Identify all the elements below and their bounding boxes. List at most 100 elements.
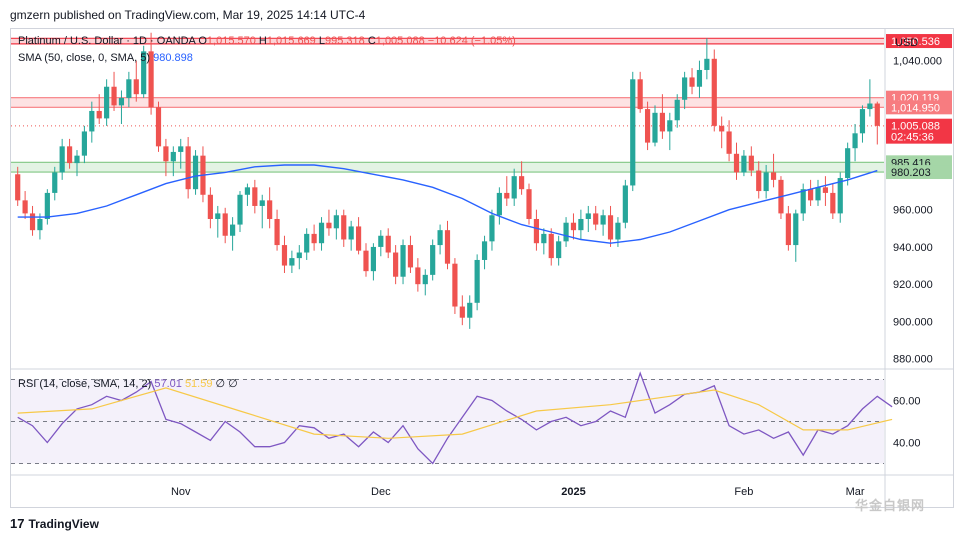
candle-body xyxy=(748,155,754,171)
candle-body xyxy=(800,189,806,214)
candle-body xyxy=(222,213,228,236)
sma-legend[interactable]: SMA (50, close, 0, SMA, 5) 980.898 xyxy=(18,52,193,64)
candle-body xyxy=(230,224,236,236)
candle-body xyxy=(37,218,43,231)
candle-body xyxy=(674,99,680,121)
candle-body xyxy=(259,200,265,206)
footer-brand[interactable]: 17 TradingView xyxy=(10,516,99,531)
price-tag-label: 02:45:36 xyxy=(891,132,934,144)
tradingview-logo-icon: 17 xyxy=(10,516,25,531)
candle-body xyxy=(341,215,347,240)
close-value: 1,005.088 xyxy=(375,35,425,47)
candle-body xyxy=(237,194,243,225)
candle-body xyxy=(711,58,717,126)
candle-body xyxy=(704,58,710,70)
candle-body xyxy=(808,189,814,201)
sma-value: 980.898 xyxy=(153,52,193,64)
candle-body xyxy=(281,245,288,266)
symbol-legend: Platinum / U.S. Dollar · 1D · OANDA O1,0… xyxy=(18,35,516,47)
candle-body xyxy=(207,194,213,219)
candle-body xyxy=(22,200,28,214)
rsi-tick-label: 60.00 xyxy=(893,396,921,408)
candle-body xyxy=(578,218,584,231)
candle-body xyxy=(496,192,502,216)
candle-body xyxy=(822,187,829,193)
candle-body xyxy=(615,222,621,240)
candle-body xyxy=(526,189,532,219)
candle-body xyxy=(770,172,777,180)
candle-body xyxy=(793,213,799,246)
zone-support xyxy=(11,162,884,173)
candle-body xyxy=(378,235,384,247)
candle-body xyxy=(533,218,540,244)
candle-body xyxy=(585,213,591,219)
candle-body xyxy=(111,86,117,106)
rsi-legend[interactable]: RSI (14, close, SMA, 14, 2) 57.01 51.59 … xyxy=(18,377,238,390)
candle-body xyxy=(659,112,665,132)
candle-body xyxy=(393,252,399,277)
price-tick-label: 900.000 xyxy=(893,316,933,328)
candle-body xyxy=(74,155,80,164)
currency-label[interactable]: USD xyxy=(895,37,919,49)
rsi-sma-line xyxy=(17,387,893,439)
time-axis-label: Nov xyxy=(171,486,191,498)
candle-body xyxy=(459,306,465,318)
sma-line xyxy=(17,164,878,244)
candle-body xyxy=(563,222,569,242)
candle-body xyxy=(304,233,310,253)
time-axis-label: 2025 xyxy=(561,486,585,498)
price-tick-label: 920.000 xyxy=(893,279,933,291)
rsi-sma-value: 51.59 xyxy=(184,378,213,390)
candle-body xyxy=(644,109,651,143)
candle-body xyxy=(630,79,636,186)
candle-body xyxy=(59,146,65,173)
candle-body xyxy=(400,245,406,277)
candle-body xyxy=(481,241,488,260)
candle-body xyxy=(452,263,458,307)
candle-body xyxy=(489,215,495,242)
candle-body xyxy=(682,77,688,100)
candle-body xyxy=(244,187,251,195)
candle-body xyxy=(474,259,480,303)
candle-body xyxy=(118,97,125,106)
low-label: L xyxy=(318,35,325,47)
publisher-line: gmzern published on TradingView.com, Mar… xyxy=(10,8,366,22)
candle-body xyxy=(333,215,339,229)
candle-body xyxy=(29,213,36,231)
time-axis-label: Feb xyxy=(734,486,753,498)
candle-body xyxy=(104,86,110,119)
candle-body xyxy=(667,120,673,132)
chart-frame xyxy=(10,28,954,508)
price-tick-label: 940.000 xyxy=(893,242,933,254)
candle-body xyxy=(185,146,191,190)
candle-body xyxy=(355,226,362,251)
candle-body xyxy=(326,222,332,229)
candle-body xyxy=(622,185,628,223)
candle-body xyxy=(66,146,73,164)
candle-body xyxy=(733,153,740,173)
candle-body xyxy=(874,103,880,126)
candle-body xyxy=(726,131,732,154)
open-value: 1,015.570 xyxy=(206,35,256,47)
candle-body xyxy=(600,215,606,225)
candle-body xyxy=(444,230,451,264)
candle-body xyxy=(519,176,525,190)
candle-body xyxy=(274,218,280,246)
price-tag xyxy=(886,100,952,115)
price-tick-label: 880.000 xyxy=(893,354,933,366)
rsi-tick-label: 40.00 xyxy=(893,438,921,450)
symbol-name[interactable]: Platinum / U.S. Dollar · 1D · OANDA xyxy=(18,35,196,47)
candle-body xyxy=(815,187,821,201)
sma-label: SMA (50, close, 0, SMA, 5) xyxy=(18,52,151,64)
zone-resistance-top xyxy=(11,38,884,44)
candle-body xyxy=(348,226,354,240)
candle-body xyxy=(133,79,139,95)
candle-body xyxy=(311,233,317,244)
time-axis-label: Dec xyxy=(371,486,391,498)
change-value: −10.624 (−1.05%) xyxy=(427,35,516,47)
price-tag xyxy=(886,34,952,49)
candle-body xyxy=(141,51,147,95)
candle-body xyxy=(192,155,199,190)
candle-body xyxy=(178,146,184,152)
